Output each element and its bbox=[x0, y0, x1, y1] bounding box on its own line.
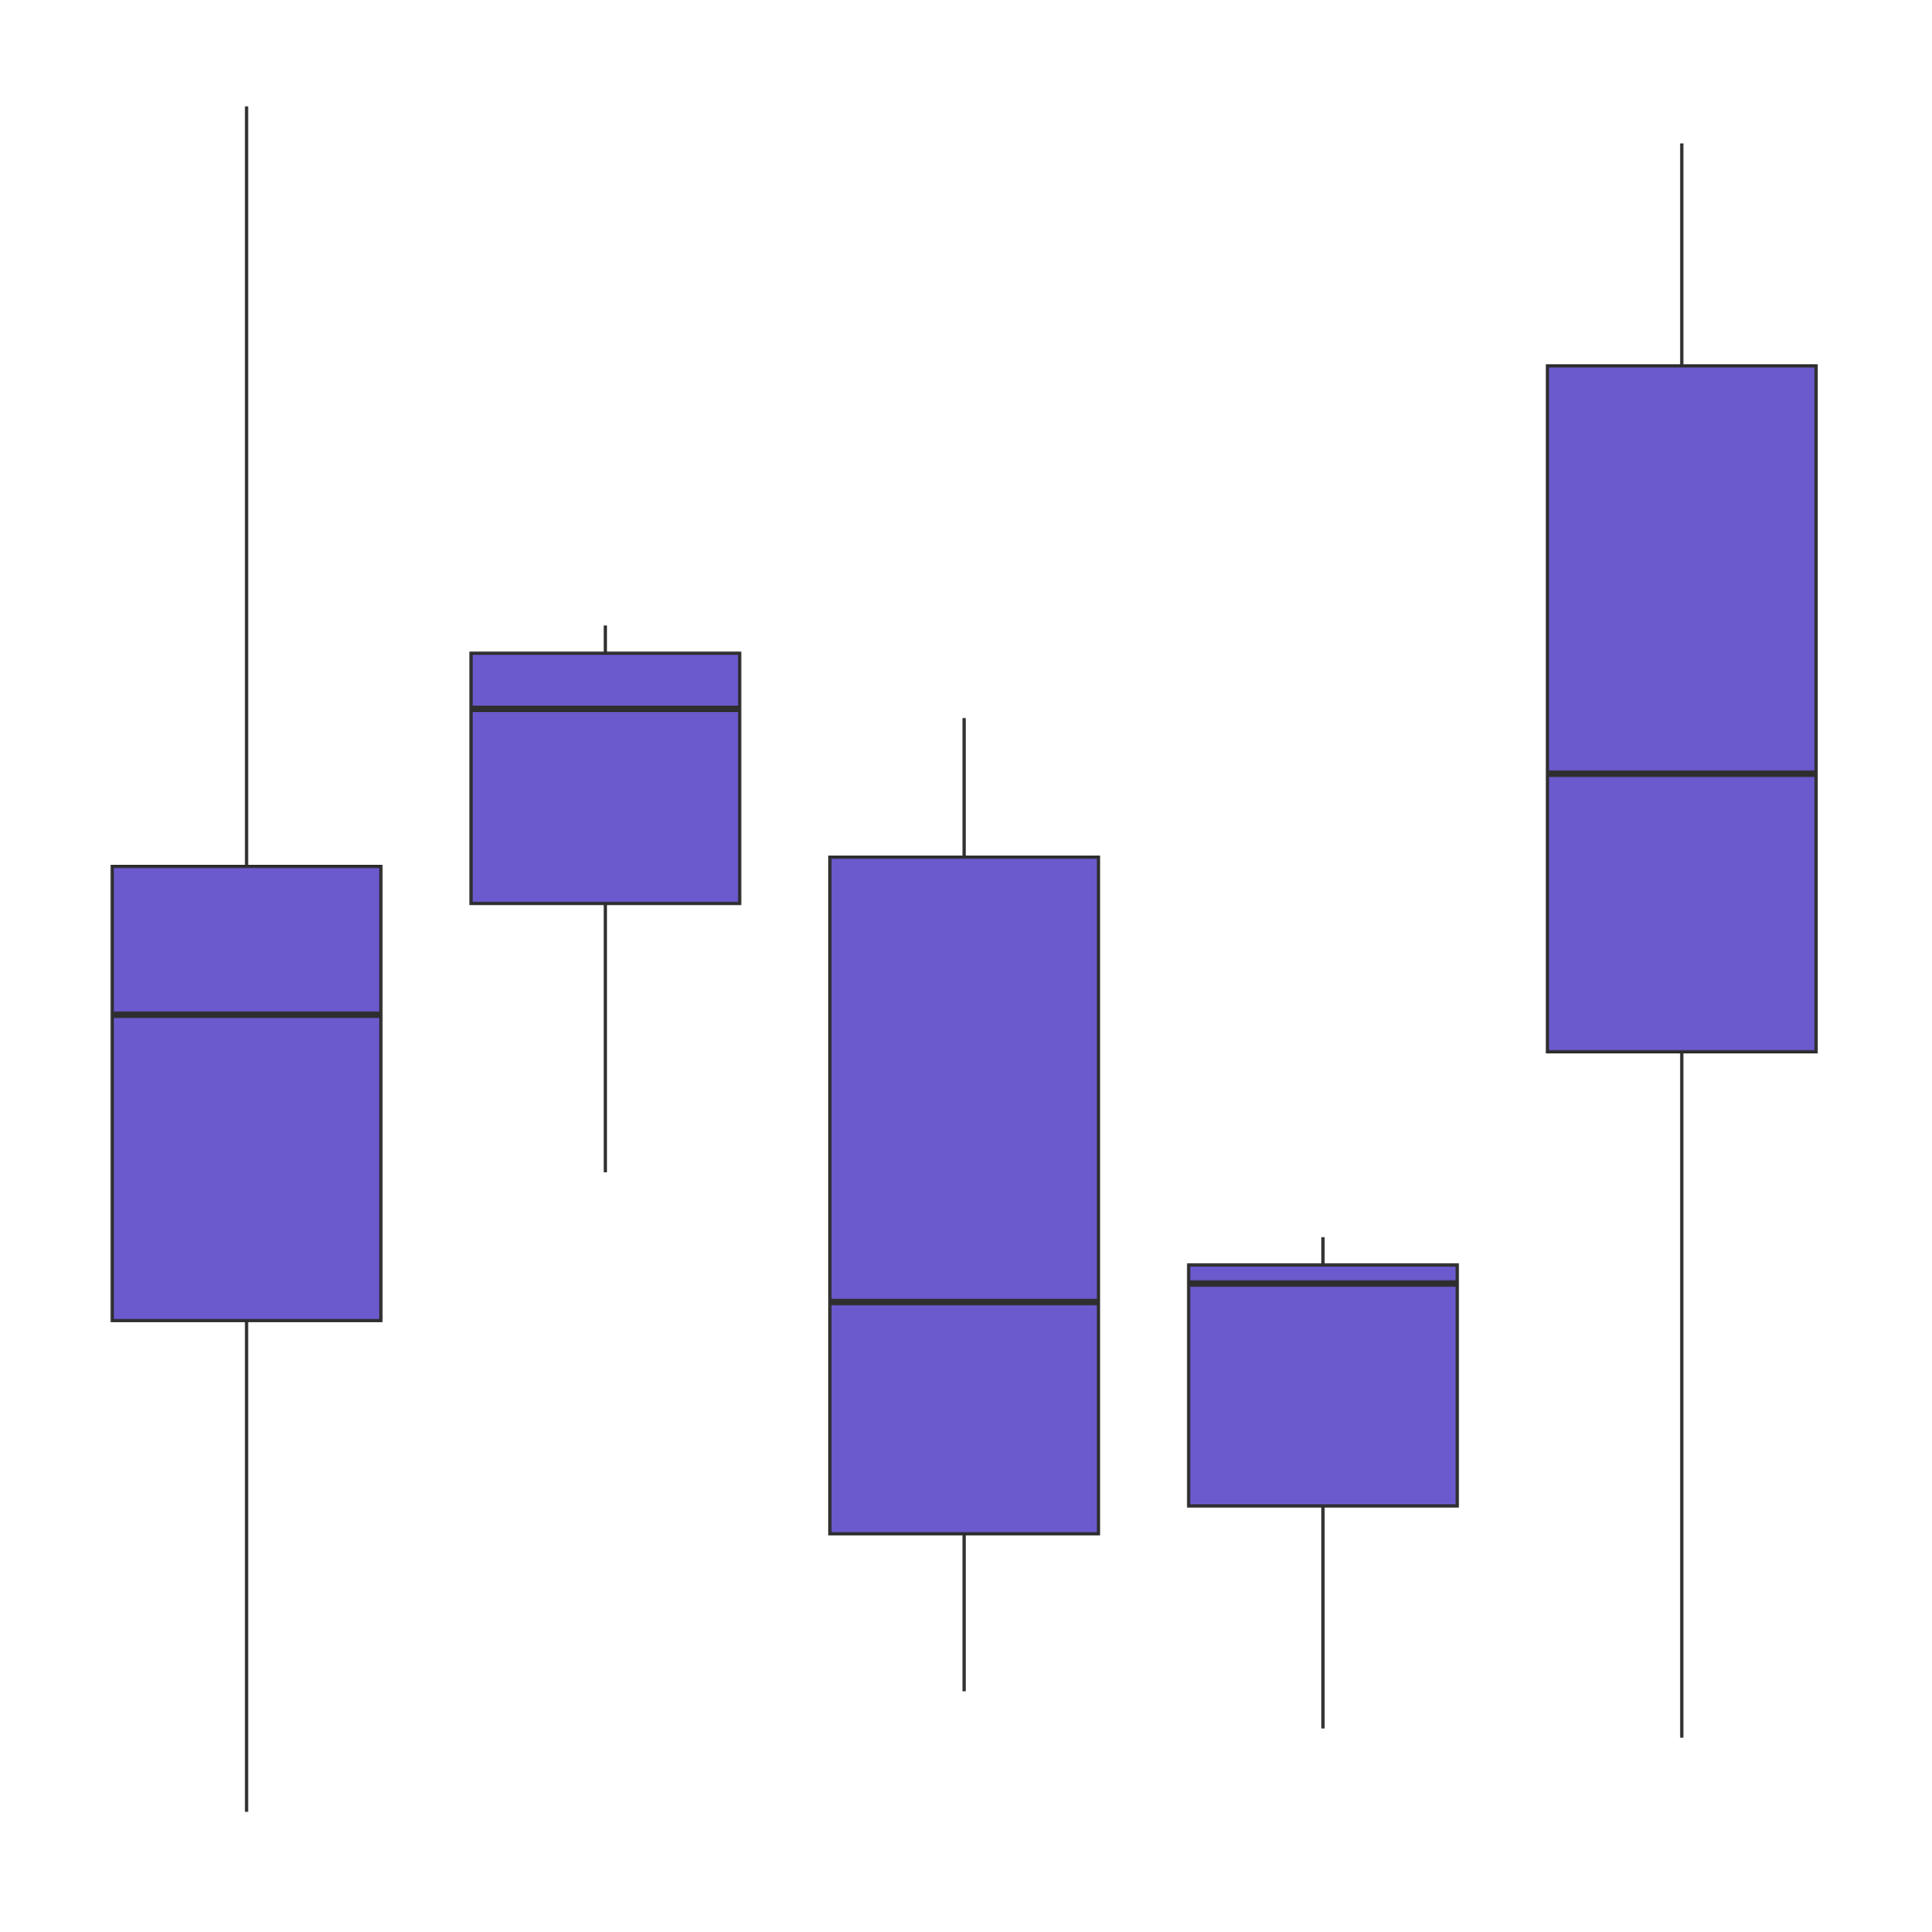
interquartile-box bbox=[1187, 1263, 1459, 1508]
box-group-3 bbox=[828, 718, 1100, 1692]
box-group-2 bbox=[469, 625, 742, 1173]
interquartile-box bbox=[828, 855, 1100, 1535]
interquartile-box bbox=[469, 651, 742, 905]
box-group-4 bbox=[1187, 1236, 1459, 1729]
box-group-5 bbox=[1546, 143, 1818, 1738]
box-plot-series bbox=[110, 106, 1818, 1812]
interquartile-box bbox=[110, 865, 383, 1323]
box-group-1 bbox=[110, 106, 383, 1812]
interquartile-box bbox=[1546, 363, 1818, 1053]
